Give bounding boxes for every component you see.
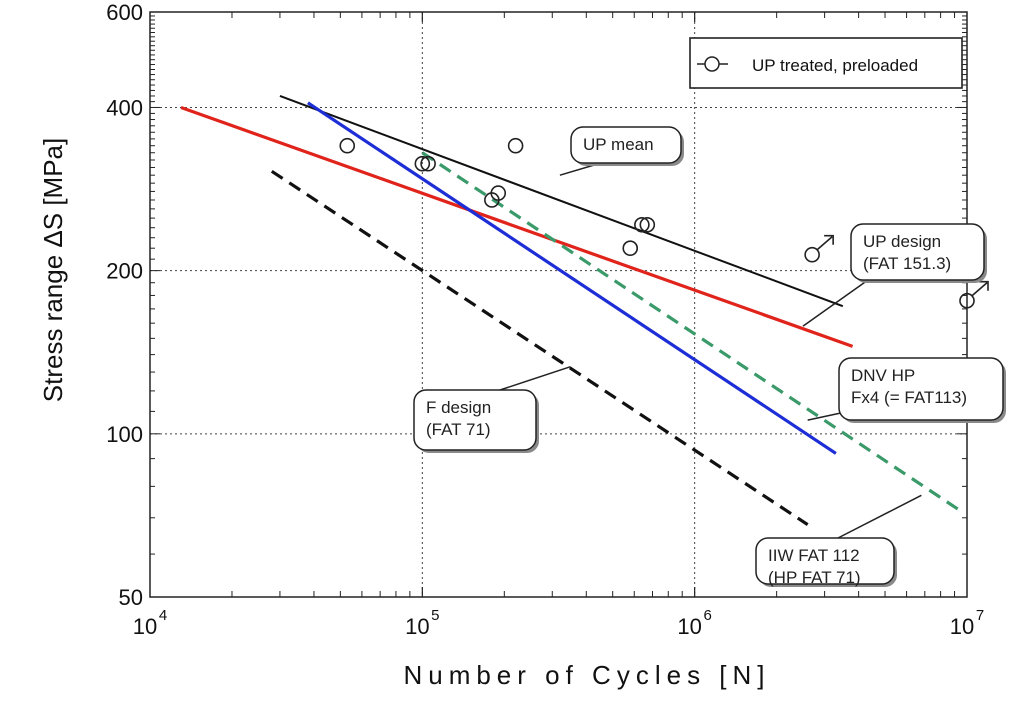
callout-text: IIW FAT 112	[768, 546, 860, 565]
grid-lines	[150, 12, 967, 597]
y-tick-label: 600	[106, 0, 143, 25]
y-tick-label: 200	[106, 259, 143, 284]
callout-text: UP mean	[583, 135, 654, 154]
callout-text: Fx4 (= FAT113)	[851, 388, 967, 407]
series-line-iiw-fat-112-hp-fat-71	[421, 151, 962, 513]
callout-3: F design (FAT 71)	[413, 365, 571, 453]
legend-label: UP treated, preloaded	[752, 56, 918, 75]
runout-arrowhead	[979, 280, 989, 291]
x-tick-exponent: 6	[703, 607, 711, 624]
x-tick-exponent: 5	[431, 607, 439, 624]
y-tick-labels: 50 100 200 400 600	[106, 0, 143, 610]
series-line-dnv-hp-fx4-fat113	[307, 101, 837, 455]
data-points	[339, 137, 989, 309]
callout-box	[838, 357, 1004, 421]
data-point	[339, 137, 356, 154]
data-point	[804, 246, 820, 263]
callout-box	[850, 223, 985, 281]
series-lines	[180, 95, 962, 526]
x-tick-label: 10	[677, 614, 701, 639]
callout-leader	[837, 494, 922, 539]
x-tick-exponent: 4	[159, 607, 167, 624]
series-line-f-design-fat-71	[270, 169, 809, 526]
data-point	[490, 185, 507, 201]
x-tick-exponent: 7	[976, 607, 984, 624]
runout-arrow	[816, 236, 833, 251]
x-tick-label: 10	[405, 614, 429, 639]
y-tick-label: 50	[119, 585, 143, 610]
data-point	[414, 155, 431, 172]
callout-text: UP design	[863, 232, 941, 251]
callout-text: (HP FAT 71)	[768, 568, 861, 587]
x-axis-label: Number of Cycles [N]	[403, 660, 770, 690]
data-point	[622, 240, 639, 256]
callout-leader	[499, 365, 571, 391]
callout-4: IIW FAT 112 (HP FAT 71)	[755, 494, 922, 587]
plot-frame	[149, 11, 968, 598]
legend: UP treated, preloaded	[689, 37, 963, 89]
x-tick-labels: 10 4 10 5 10 6 10 7	[133, 607, 984, 639]
callout-box	[413, 389, 537, 451]
plot-area	[150, 12, 967, 597]
y-tick-label: 100	[106, 422, 143, 447]
callout-text: (FAT 71)	[426, 420, 491, 439]
callout-box	[570, 126, 682, 164]
callout-1: UP design (FAT 151.3)	[802, 223, 987, 327]
x-tick-label: 10	[133, 614, 157, 639]
data-point	[507, 137, 524, 154]
callout-box	[755, 537, 895, 585]
legend-marker	[704, 56, 720, 72]
runout-arrow	[971, 282, 988, 297]
callout-2: DNV HP Fx4 (= FAT113)	[807, 357, 1006, 423]
x-tick-label: 10	[950, 614, 974, 639]
callout-text: DNV HP	[851, 366, 915, 385]
data-point	[639, 216, 656, 233]
callout-0: UP mean	[559, 126, 684, 176]
series-line-up-design-fat-151-3	[180, 105, 854, 348]
data-point	[959, 292, 975, 309]
y-tick-label: 400	[106, 95, 143, 120]
runout-arrowhead	[824, 234, 834, 245]
legend-box	[689, 37, 963, 89]
series-line-up-mean	[279, 95, 844, 308]
callout-leader	[802, 279, 869, 327]
data-point	[420, 155, 436, 172]
data-point	[634, 216, 650, 233]
y-axis-label: Stress range ΔS [MPa]	[38, 138, 68, 402]
callouts: UP mean UP design (FAT 151.3) DNV HP Fx4 (= …	[413, 126, 1006, 587]
callout-text: (FAT 151.3)	[863, 254, 951, 273]
callout-text: F design	[426, 398, 491, 417]
